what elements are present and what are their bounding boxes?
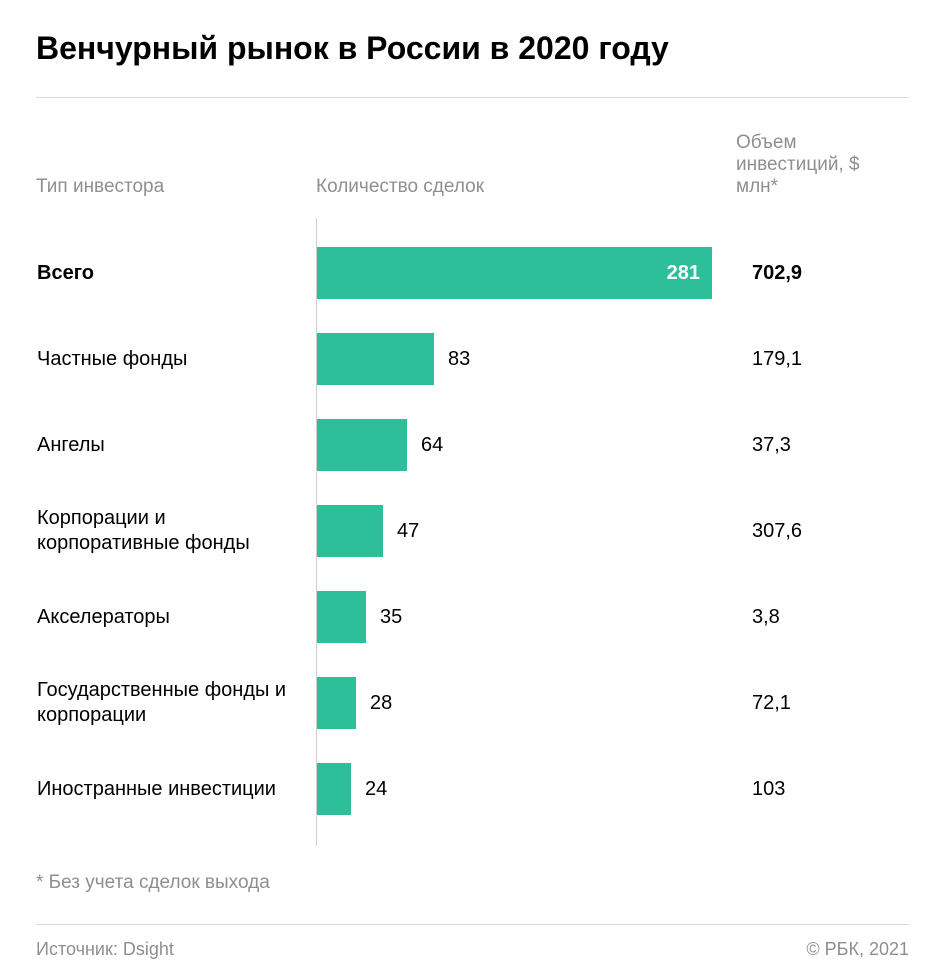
header-value: Объем инвестиций, $ млн* xyxy=(736,132,886,198)
row-label: Ангелы xyxy=(37,433,307,458)
bar-value-label: 47 xyxy=(397,520,419,543)
bar xyxy=(317,333,434,385)
source-prefix: Источник: xyxy=(36,939,118,959)
bar-value-label: 24 xyxy=(365,778,387,801)
chart-title: Венчурный рынок в России в 2020 году xyxy=(36,30,909,67)
bottom-bar: Источник: Dsight © РБК, 2021 xyxy=(36,924,909,960)
row-investment-value: 307,6 xyxy=(752,520,902,543)
chart-row: Всего281702,9 xyxy=(317,230,909,316)
source: Источник: Dsight xyxy=(36,939,174,960)
chart-row: Государственные фонды и корпорации2872,1 xyxy=(317,660,909,746)
column-headers: Тип инвестора Количество сделок Объем ин… xyxy=(36,98,909,218)
row-investment-value: 179,1 xyxy=(752,348,902,371)
row-investment-value: 3,8 xyxy=(752,606,902,629)
bar: 281 xyxy=(317,247,712,299)
copyright: © РБК, 2021 xyxy=(806,939,909,960)
bar-value-label: 64 xyxy=(421,434,443,457)
row-label: Государственные фонды и корпорации xyxy=(37,678,307,728)
bar-value-label: 281 xyxy=(667,262,700,285)
chart-row: Акселераторы353,8 xyxy=(317,574,909,660)
chart-rows: Всего281702,9Частные фонды83179,1Ангелы6… xyxy=(316,218,909,846)
bar xyxy=(317,763,351,815)
footnote: * Без учета сделок выхода xyxy=(36,872,909,894)
row-label: Акселераторы xyxy=(37,605,307,630)
row-investment-value: 103 xyxy=(752,778,902,801)
bar xyxy=(317,419,407,471)
header-label: Тип инвестора xyxy=(36,176,316,198)
chart-row: Ангелы6437,3 xyxy=(317,402,909,488)
row-label: Иностранные инвестиции xyxy=(37,777,307,802)
bar xyxy=(317,505,383,557)
source-name: Dsight xyxy=(123,939,174,959)
row-investment-value: 37,3 xyxy=(752,434,902,457)
row-investment-value: 702,9 xyxy=(752,262,902,285)
row-label: Частные фонды xyxy=(37,347,307,372)
row-investment-value: 72,1 xyxy=(752,692,902,715)
bar-value-label: 28 xyxy=(370,692,392,715)
chart-row: Корпорации и корпоративные фонды47307,6 xyxy=(317,488,909,574)
bar xyxy=(317,591,366,643)
header-bar: Количество сделок xyxy=(316,176,736,198)
row-label: Корпорации и корпоративные фонды xyxy=(37,506,307,556)
bar-value-label: 83 xyxy=(448,348,470,371)
chart-row: Иностранные инвестиции24103 xyxy=(317,746,909,832)
bar xyxy=(317,677,356,729)
chart-row: Частные фонды83179,1 xyxy=(317,316,909,402)
row-label: Всего xyxy=(37,261,307,286)
bar-value-label: 35 xyxy=(380,606,402,629)
